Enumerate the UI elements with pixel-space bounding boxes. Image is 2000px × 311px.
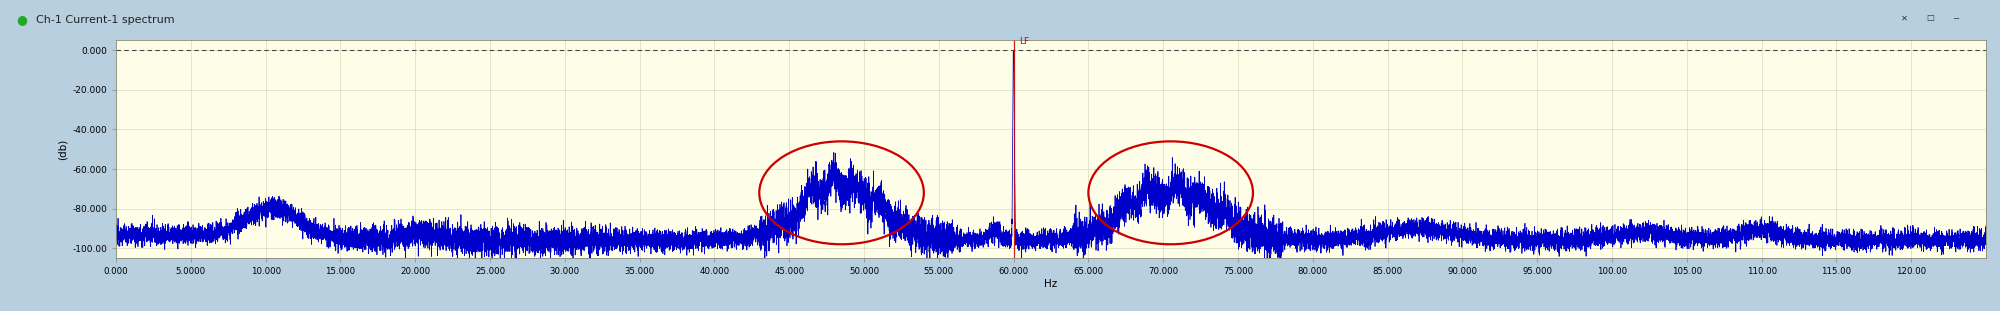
Text: ─: ─ [1954, 13, 1958, 22]
Text: ●: ● [16, 13, 26, 26]
Text: ✕: ✕ [1900, 13, 1908, 22]
Text: □: □ [1926, 13, 1934, 22]
X-axis label: Hz: Hz [1044, 279, 1058, 289]
Y-axis label: (db): (db) [58, 139, 68, 160]
Text: LF: LF [1020, 37, 1030, 46]
Text: Ch-1 Current-1 spectrum: Ch-1 Current-1 spectrum [36, 15, 174, 25]
